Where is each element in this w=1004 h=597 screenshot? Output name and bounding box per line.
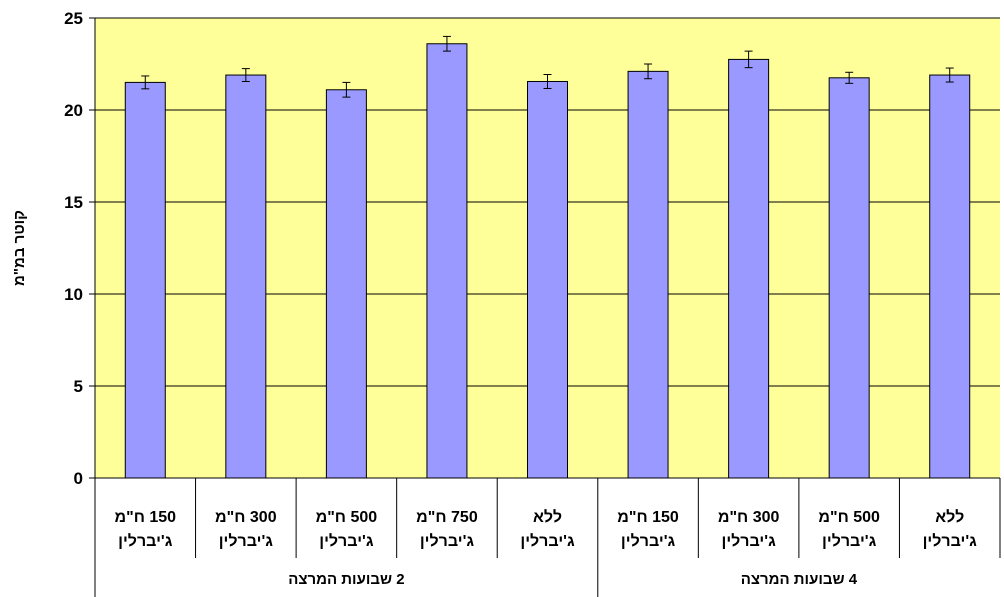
x-category-labels: 150 ח"מ ג'יברלין 300 ח"מ ג'יברלין 500 ח"מ ג'י… [114, 508, 977, 550]
y-tick-label: 20 [64, 101, 83, 120]
x-category-label-line2: ג'יברלין [721, 532, 776, 550]
y-axis-title: קוטר במ"מ [11, 210, 28, 286]
x-category-label-line1: ללא [533, 508, 562, 526]
y-tick-label: 0 [74, 469, 83, 488]
x-category-label-line1: 750 ח"מ [416, 509, 478, 526]
bar [627, 70, 669, 479]
bar [527, 80, 568, 479]
y-tick-label: 25 [64, 9, 83, 28]
error-bars [141, 35, 954, 98]
bar [929, 74, 971, 479]
x-category-label-line1: ללא [935, 508, 964, 526]
bar [325, 89, 367, 479]
y-tick-label: 5 [74, 377, 83, 396]
bar [828, 77, 870, 479]
bar [124, 81, 166, 479]
y-tick-labels: 0 5 10 15 20 25 [64, 9, 83, 488]
x-category-label-line2: ג'יברלין [219, 532, 274, 550]
x-category-label-line1: 300 ח"מ [215, 509, 277, 526]
x-category-label-line2: ג'יברלין [923, 532, 978, 550]
y-tick-label: 10 [64, 285, 83, 304]
bar [225, 74, 267, 479]
axes [89, 17, 1001, 597]
x-category-label-line1: 150 ח"מ [114, 509, 176, 526]
x-category-label-line1: 150 ח"מ [617, 509, 679, 526]
x-category-label-line2: ג'יברלין [822, 532, 877, 550]
bar [728, 58, 770, 479]
x-category-label-line2: ג'יברלין [319, 532, 374, 550]
x-category-label-line1: 500 ח"מ [818, 509, 880, 526]
x-category-label-line1: 300 ח"מ [718, 509, 780, 526]
x-group-label: 2 שבועות המרצה [288, 571, 404, 588]
x-category-label-line2: ג'יברלין [118, 532, 173, 550]
y-tick-label: 15 [64, 193, 83, 212]
x-group-label: 4 שבועות המרצה [741, 571, 858, 588]
x-group-labels: 2 שבועות המרצה 4 שבועות המרצה [288, 571, 858, 588]
bars [124, 43, 971, 479]
x-category-label-line2: ג'יברלין [420, 532, 475, 550]
x-category-label-line2: ג'יברלין [520, 532, 575, 550]
x-category-label-line2: ג'יברלין [621, 532, 676, 550]
x-category-label-line1: 500 ח"מ [316, 509, 378, 526]
bar [426, 43, 468, 479]
